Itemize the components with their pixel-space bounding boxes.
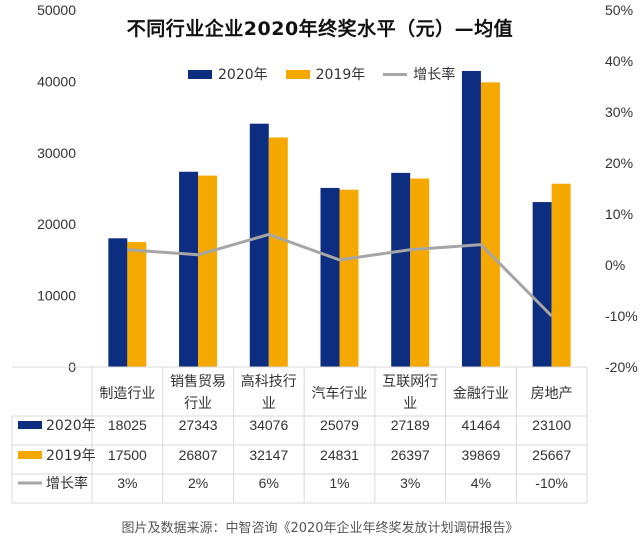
category-label-line: 制造行业 [99,386,155,402]
bar-2020 [179,171,199,367]
category-label-line: 金融行业 [453,386,509,402]
table-cell-value: 23100 [532,417,571,433]
table-cell-value: 1% [329,475,349,491]
table-cell-value: 3% [400,475,420,491]
bar-2019 [127,242,147,367]
table-cell-value: 41464 [461,417,500,433]
table-cell-value: 27343 [179,417,218,433]
y-left-tick-label: 40000 [37,73,76,89]
table-cell-value: 32147 [249,447,288,463]
category-label-line: 行业 [184,396,212,412]
y-right-tick-label: -20% [605,359,638,375]
category-label-line: 房地产 [531,386,573,402]
chart-title: 不同行业企业2020年终奖水平（元）—均值 [126,18,514,40]
legend: 2020年 2019年 增长率 [188,64,455,84]
source-note: 图片及数据来源：中智咨询《2020年企业年终奖发放计划调研报告》 [121,521,519,536]
category-label: 制造行业 [99,386,155,402]
y-right-tick-label: 30% [605,104,633,120]
legend-item-growth: 增长率 [383,64,455,84]
category-label: 销售贸易行业 [170,374,226,412]
table-row-header: 2019年 [46,448,96,464]
table-cell-value: 27189 [391,417,430,433]
bar-2019 [410,178,430,367]
table-legend-key [18,421,42,429]
category-label-line: 销售贸易 [170,374,226,390]
bar-2019 [198,175,218,367]
table-cell-value: 25667 [532,447,571,463]
category-label-line: 互联网行 [382,374,438,390]
table-cell-value: 6% [259,475,279,491]
table-cell-value: 26807 [179,447,218,463]
y-right-tick-label: 50% [605,2,633,18]
y-right-tick-label: -10% [605,308,638,324]
table-row-header: 增长率 [46,475,88,492]
table-cell-value: -10% [535,475,568,491]
table-cell-value: 25079 [320,417,359,433]
category-label: 高科技行业 [241,373,297,412]
bar-2019 [268,137,288,367]
category-label-line: 业 [403,396,417,412]
legend-label-2020: 2020年 [218,67,268,83]
table-row-header: 2020年 [46,418,96,434]
bar-2020 [391,172,411,367]
bar-2019 [339,189,359,367]
bar-2019 [480,82,500,368]
table-cell-value: 26397 [391,447,430,463]
table-cell-value: 39869 [461,447,500,463]
legend-item-2020: 2020年 [188,64,268,84]
category-label: 互联网行业 [382,374,438,412]
legend-swatch-2020 [188,69,212,79]
legend-item-2019: 2019年 [285,64,366,84]
table-cell-value: 17500 [108,447,147,463]
legend-label-growth: 增长率 [413,67,456,83]
y-left-tick-label: 30000 [37,145,76,161]
bar-2020 [108,238,128,367]
bar-2020 [249,123,269,367]
table-cell-value: 34076 [249,417,288,433]
y-right-tick-label: 40% [605,53,633,69]
y-left-tick-label: 50000 [37,2,76,18]
category-label: 金融行业 [453,386,509,402]
growth-rate-line [127,232,553,318]
bar-2019 [551,183,571,367]
table-legend-key [18,481,42,485]
table-cell-value: 24831 [320,447,359,463]
legend-swatch-2019 [285,69,310,79]
table-cell-value: 2% [188,475,208,491]
bar-2020 [320,187,340,367]
table-cell-value: 4% [471,475,491,491]
y-right-tick-label: 0% [605,257,625,273]
category-label-line: 业 [262,396,276,412]
category-label: 汽车行业 [312,385,368,402]
bar-2020 [532,202,552,367]
y-left-tick-label: 20000 [37,216,76,232]
category-label: 房地产 [531,386,573,402]
legend-label-2019: 2019年 [315,67,366,83]
y-right-tick-label: 10% [605,206,633,222]
table-legend-key [18,451,42,459]
y-right-tick-label: 20% [605,155,633,171]
table-cell-value: 3% [117,475,137,491]
category-label-line: 汽车行业 [312,385,368,402]
y-left-tick-label: 10000 [37,288,76,304]
legend-swatch-growth [383,72,408,76]
category-label-line: 高科技行 [241,373,297,390]
bar-2020 [461,70,481,368]
table-cell-value: 18025 [108,417,147,433]
